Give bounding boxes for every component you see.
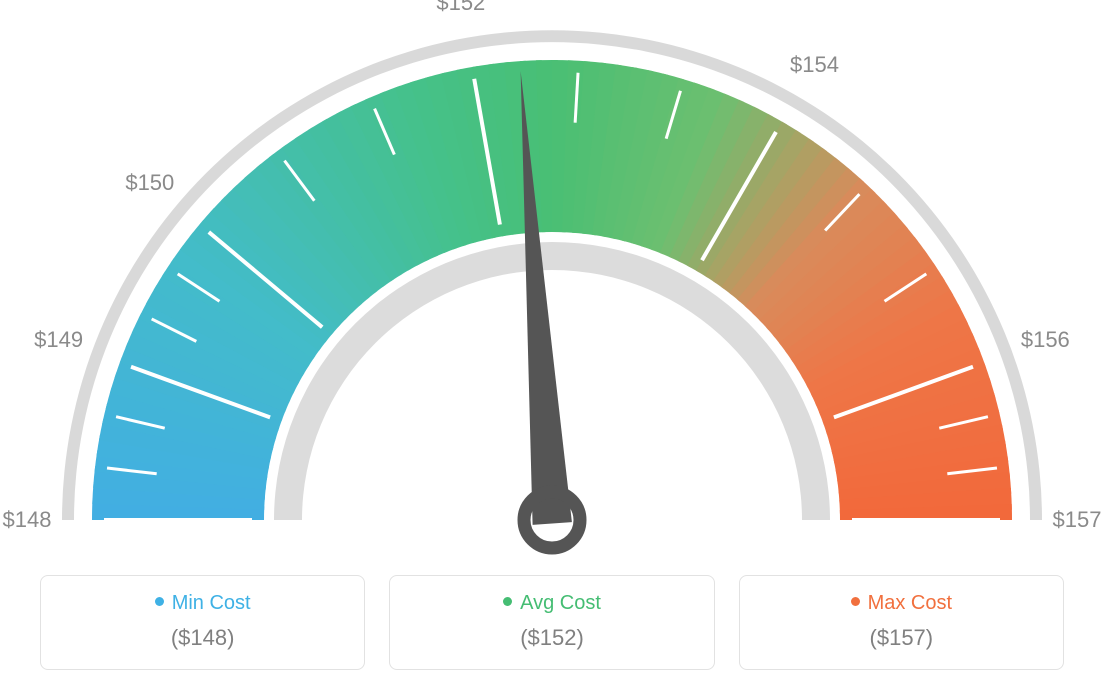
gauge-area: $148 $149 $150 $152 $154 $156 $157 xyxy=(0,0,1104,560)
chart-container: $148 $149 $150 $152 $154 $156 $157 Min Cost ($… xyxy=(0,0,1104,690)
legend-row: Min Cost ($148) Avg Cost ($152) Max Cost… xyxy=(40,575,1064,670)
legend-title-avg: Avg Cost xyxy=(400,592,703,615)
dot-icon-min xyxy=(155,597,164,606)
tick-label: $152 xyxy=(436,0,485,16)
legend-value-max: ($157) xyxy=(750,625,1053,651)
legend-card-max: Max Cost ($157) xyxy=(739,575,1064,670)
dot-icon-avg xyxy=(503,597,512,606)
legend-label-max: Max Cost xyxy=(868,592,952,614)
legend-label-min: Min Cost xyxy=(172,592,251,614)
gauge-svg xyxy=(0,0,1104,560)
tick-label: $157 xyxy=(1053,507,1102,533)
tick-label: $149 xyxy=(34,327,83,353)
legend-value-min: ($148) xyxy=(51,625,354,651)
legend-card-min: Min Cost ($148) xyxy=(40,575,365,670)
tick-label: $148 xyxy=(3,507,52,533)
legend-card-avg: Avg Cost ($152) xyxy=(389,575,714,670)
legend-title-max: Max Cost xyxy=(750,592,1053,615)
dot-icon-max xyxy=(851,597,860,606)
legend-label-avg: Avg Cost xyxy=(520,592,601,614)
legend-title-min: Min Cost xyxy=(51,592,354,615)
legend-value-avg: ($152) xyxy=(400,625,703,651)
tick-label: $156 xyxy=(1021,327,1070,353)
tick-label: $150 xyxy=(125,170,174,196)
tick-label: $154 xyxy=(790,52,839,78)
